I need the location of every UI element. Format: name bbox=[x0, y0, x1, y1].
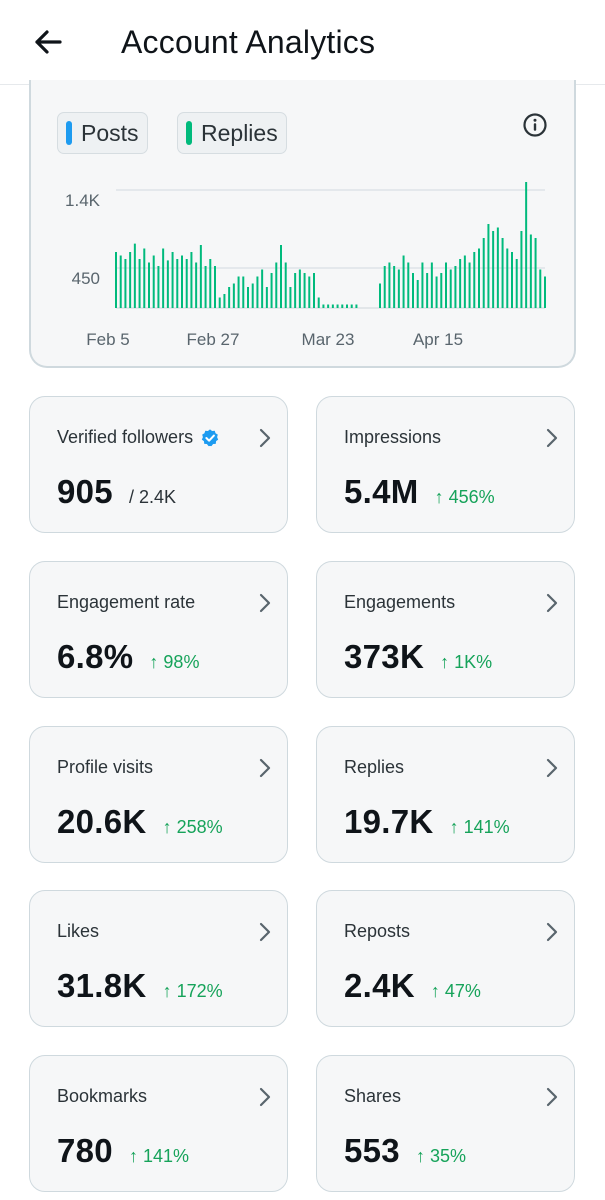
metric-change: ↑ 258% bbox=[162, 817, 223, 837]
metric-value: 780 bbox=[57, 1132, 113, 1169]
verified-badge-icon bbox=[201, 428, 219, 446]
metric-card-impressions[interactable]: Impressions 5.4M ↑ 456% bbox=[316, 396, 575, 533]
metric-card-replies[interactable]: Replies 19.7K ↑ 141% bbox=[316, 726, 575, 863]
chevron-right-icon bbox=[259, 428, 271, 448]
metric-change: ↑ 141% bbox=[449, 817, 510, 837]
metric-total: / 2.4K bbox=[128, 487, 176, 507]
metric-card-profile-visits[interactable]: Profile visits 20.6K ↑ 258% bbox=[29, 726, 288, 863]
metric-change: ↑ 141% bbox=[128, 1146, 190, 1166]
metric-value-row: 19.7K ↑ 141% bbox=[344, 803, 510, 841]
legend-replies[interactable]: Replies bbox=[177, 112, 287, 154]
metric-value: 905 bbox=[57, 473, 113, 510]
metric-card-engagement-rate[interactable]: Engagement rate 6.8% ↑ 98% bbox=[29, 561, 288, 698]
metric-value-row: 905 / 2.4K bbox=[57, 473, 176, 511]
metric-value-row: 2.4K ↑ 47% bbox=[344, 967, 481, 1005]
metric-label: Impressions bbox=[344, 427, 442, 447]
metric-change: ↑ 35% bbox=[415, 1146, 466, 1166]
legend-posts-swatch bbox=[66, 121, 72, 145]
metric-card-reposts[interactable]: Reposts 2.4K ↑ 47% bbox=[316, 890, 575, 1027]
chevron-right-icon bbox=[546, 593, 558, 613]
page-title: Account Analytics bbox=[121, 24, 376, 60]
info-icon[interactable] bbox=[522, 112, 548, 138]
x-tick-label: Feb 5 bbox=[86, 330, 129, 349]
legend-posts-label: Posts bbox=[81, 119, 139, 146]
metric-change: ↑ 1K% bbox=[440, 652, 493, 672]
metric-card-shares[interactable]: Shares 553 ↑ 35% bbox=[316, 1055, 575, 1192]
y-tick-label: 1.4K bbox=[65, 191, 101, 210]
x-tick-label: Apr 15 bbox=[413, 330, 463, 349]
metric-value: 5.4M bbox=[344, 473, 419, 510]
metric-value-row: 5.4M ↑ 456% bbox=[344, 473, 495, 511]
chart-bars bbox=[115, 182, 546, 308]
chevron-right-icon bbox=[259, 1087, 271, 1107]
chevron-right-icon bbox=[546, 922, 558, 942]
chevron-right-icon bbox=[546, 758, 558, 778]
chevron-right-icon bbox=[546, 1087, 558, 1107]
metric-value: 373K bbox=[344, 638, 425, 675]
metric-card-verified-followers[interactable]: Verified followers 905 / 2.4K bbox=[29, 396, 288, 533]
y-axis-labels: 1.4K 450 bbox=[65, 191, 101, 288]
metric-value: 2.4K bbox=[344, 967, 415, 1004]
metric-label-text: Verified followers bbox=[57, 427, 194, 447]
legend-replies-swatch bbox=[186, 121, 192, 145]
metric-label: Verified followers bbox=[57, 427, 220, 448]
metric-value-row: 6.8% ↑ 98% bbox=[57, 638, 199, 676]
metric-change: ↑ 172% bbox=[162, 981, 223, 1001]
metric-label: Likes bbox=[57, 921, 100, 941]
legend-posts[interactable]: Posts bbox=[57, 112, 148, 154]
metric-value-row: 373K ↑ 1K% bbox=[344, 638, 492, 676]
metric-value-row: 553 ↑ 35% bbox=[344, 1132, 466, 1170]
metric-label: Profile visits bbox=[57, 757, 154, 777]
metric-value-row: 780 ↑ 141% bbox=[57, 1132, 189, 1170]
chevron-right-icon bbox=[259, 922, 271, 942]
metric-value: 31.8K bbox=[57, 967, 147, 1004]
metric-label: Replies bbox=[344, 757, 405, 777]
x-tick-label: Feb 27 bbox=[187, 330, 240, 349]
metric-value: 553 bbox=[344, 1132, 400, 1169]
metric-label: Engagements bbox=[344, 592, 456, 612]
metric-change: ↑ 47% bbox=[430, 981, 481, 1001]
x-axis-labels: Feb 5 Feb 27 Mar 23 Apr 15 bbox=[86, 330, 463, 349]
chevron-right-icon bbox=[259, 758, 271, 778]
metric-card-bookmarks[interactable]: Bookmarks 780 ↑ 141% bbox=[29, 1055, 288, 1192]
metric-label: Bookmarks bbox=[57, 1086, 148, 1106]
arrow-left-icon[interactable] bbox=[30, 24, 66, 60]
legend-replies-label: Replies bbox=[201, 119, 278, 146]
metric-value: 19.7K bbox=[344, 803, 434, 840]
y-tick-label: 450 bbox=[72, 269, 100, 288]
top-bar: Account Analytics bbox=[0, 0, 605, 85]
metric-value-row: 20.6K ↑ 258% bbox=[57, 803, 223, 841]
activity-chart: 1.4K 450 Feb 5 Feb 27 Mar 23 Apr 15 bbox=[65, 182, 546, 349]
metric-value: 6.8% bbox=[57, 638, 134, 675]
chevron-right-icon bbox=[546, 428, 558, 448]
x-tick-label: Mar 23 bbox=[302, 330, 355, 349]
metric-card-engagements[interactable]: Engagements 373K ↑ 1K% bbox=[316, 561, 575, 698]
metric-value-row: 31.8K ↑ 172% bbox=[57, 967, 223, 1005]
metric-label: Engagement rate bbox=[57, 592, 196, 612]
metric-change: ↑ 456% bbox=[434, 487, 495, 507]
metric-card-likes[interactable]: Likes 31.8K ↑ 172% bbox=[29, 890, 288, 1027]
chevron-right-icon bbox=[259, 593, 271, 613]
metric-value: 20.6K bbox=[57, 803, 147, 840]
chart-gridlines bbox=[116, 189, 545, 309]
metric-label: Reposts bbox=[344, 921, 411, 941]
metric-label: Shares bbox=[344, 1086, 402, 1106]
metric-change: ↑ 98% bbox=[149, 652, 200, 672]
